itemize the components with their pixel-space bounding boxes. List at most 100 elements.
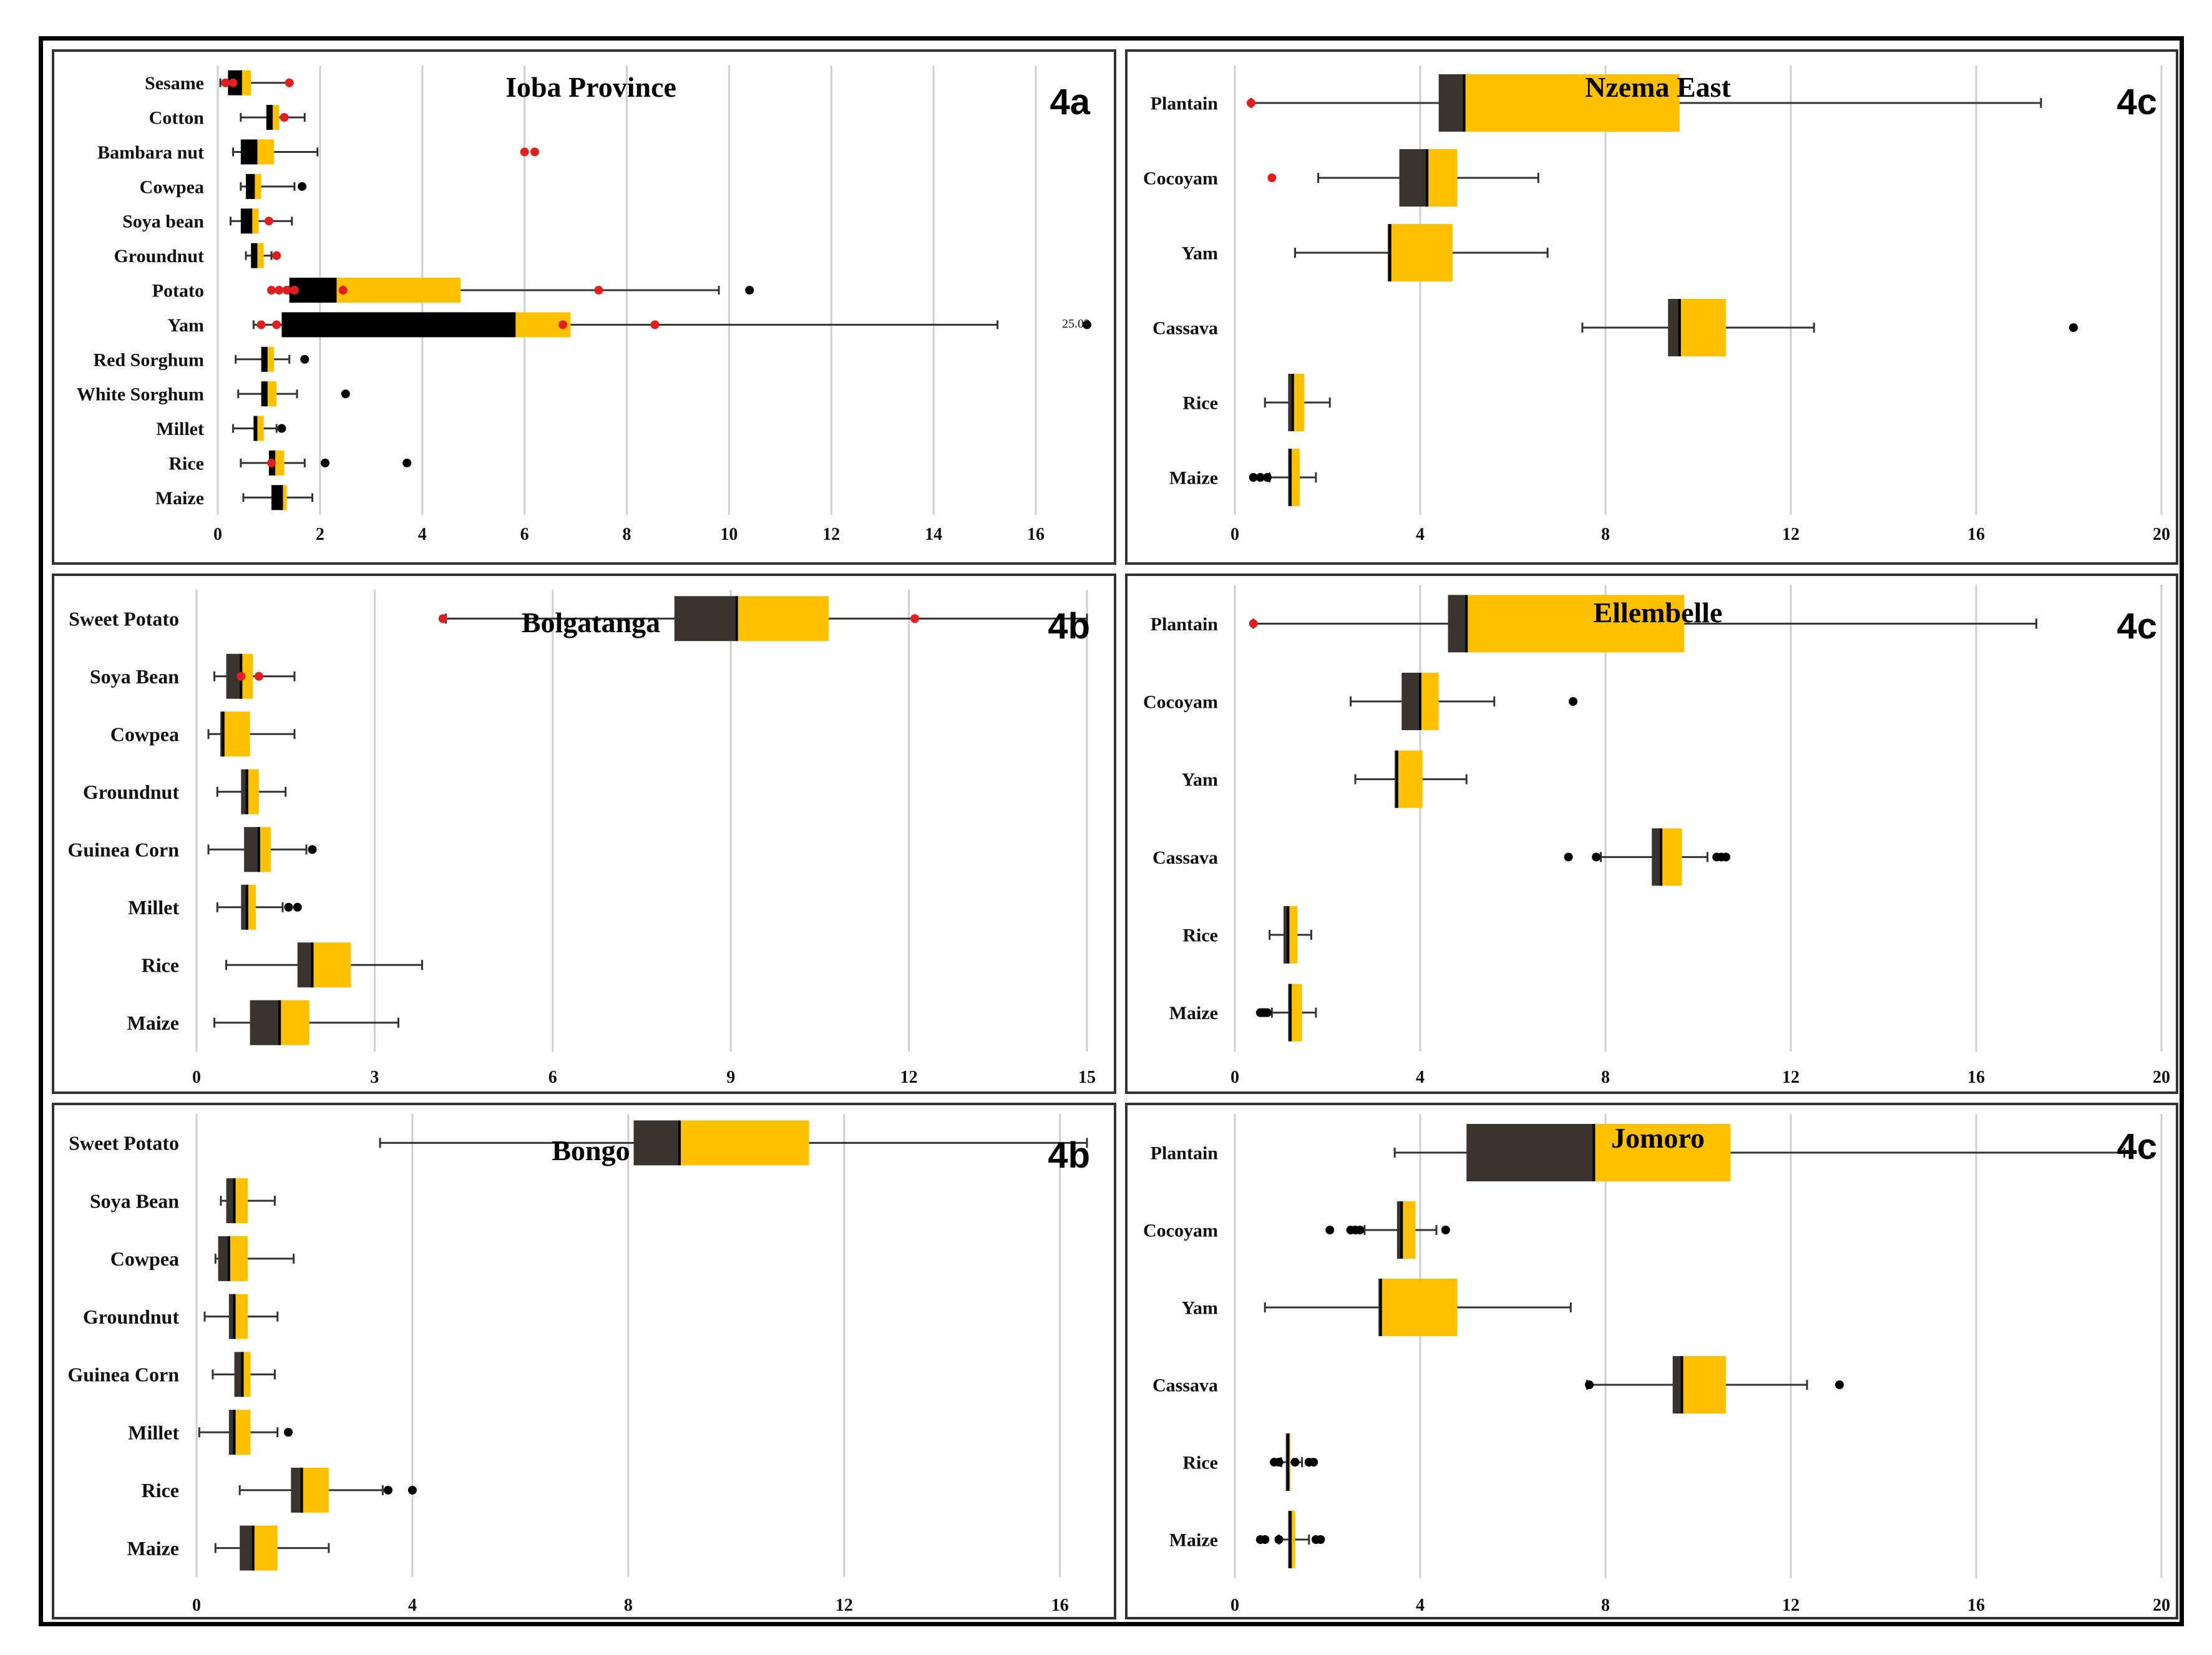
x-tick-label: 9 <box>726 1068 735 1087</box>
category-label: Cowpea <box>140 177 204 197</box>
panel-4b-bongo: 0 4 8 12 16 Sweet Potato Soya Bean Cowpea Ground… <box>52 1103 1116 1619</box>
x-tick-label: 14 <box>925 525 942 544</box>
panel-4b-bolgatanga: 0 3 6 9 12 15 Sweet Potato Soya Bean Cowpea Groun… <box>52 574 1116 1094</box>
outlier-cocoyam <box>1569 697 1578 706</box>
outlier-rice <box>1309 1458 1318 1467</box>
outlier-sweet-potato <box>438 614 447 623</box>
box-lower-cassava <box>1672 1356 1682 1413</box>
category-label: Yam <box>1182 769 1218 790</box>
box-lower-white-sorghum <box>261 381 266 407</box>
box-upper-soya-bean <box>241 653 253 699</box>
category-label: Cassava <box>1152 847 1218 868</box>
box-lower-guinea-corn <box>234 1352 243 1397</box>
x-tick-label: 0 <box>1230 1596 1239 1615</box>
x-tick-label: 0 <box>1230 1068 1239 1087</box>
box-lower-cocoyam <box>1396 1201 1402 1259</box>
outlier-cassava <box>2068 323 2078 332</box>
figure-frame: 0 2 4 6 8 10 12 14 16 Sesame Cotton Bambara nut Cowp… <box>39 36 2184 1626</box>
category-label: Plantain <box>1151 1143 1219 1164</box>
outlier-potato <box>275 286 284 295</box>
box-lower-rice <box>291 1467 302 1513</box>
outlier-plantain <box>1246 99 1255 107</box>
box-lower-rice <box>1288 374 1293 431</box>
box-upper-cowpea <box>228 1236 248 1281</box>
category-label: Yam <box>168 315 204 336</box>
outlier-rice <box>321 458 330 467</box>
panel-title: Ioba Province <box>505 71 676 103</box>
category-label: Potato <box>152 281 204 301</box>
box-lower-sweet-potato <box>674 596 737 642</box>
x-tick-label: 0 <box>192 1068 201 1087</box>
panel-label: 4c <box>2117 82 2157 122</box>
outlier-red-sorghum <box>300 354 309 364</box>
outlier-plantain <box>1249 619 1258 628</box>
outlier-cassava <box>1834 1380 1844 1389</box>
box-lower-soya-bean <box>240 208 251 234</box>
category-label: Maize <box>1169 468 1218 489</box>
outlier-cocoyam <box>1267 173 1277 182</box>
category-label: Sesame <box>145 73 204 94</box>
box-upper-millet <box>234 1410 251 1455</box>
outlier-cocoyam <box>1355 1226 1365 1234</box>
outlier-rice <box>267 458 276 467</box>
box-lower-soya-bean <box>226 653 241 699</box>
category-label: Cassava <box>1152 1375 1218 1396</box>
x-tick-label: 4 <box>1416 1596 1425 1615</box>
x-tick-label: 16 <box>1967 1068 1985 1087</box>
box-upper-yam <box>1396 750 1423 808</box>
category-label: Sweet Potato <box>69 1132 179 1155</box>
outlier-rice <box>407 1485 417 1495</box>
chart-svg: 0 4 8 12 16 20 Plantain Cocoyam Yam Cassava Rice Ma… <box>1143 1114 2170 1615</box>
x-tick-label: 4 <box>418 525 427 544</box>
outlier-sesame <box>221 78 230 87</box>
outlier-millet <box>284 1428 293 1437</box>
box-lower-bambara-nut <box>240 139 256 165</box>
outlier-sesame <box>285 78 294 87</box>
panel-label: 4b <box>1048 1135 1090 1176</box>
category-label: Cowpea <box>110 1247 179 1270</box>
box-upper-guinea-corn <box>242 1352 251 1397</box>
x-tick-label: 4 <box>408 1596 417 1615</box>
box-upper-bambara-nut <box>256 139 275 165</box>
outlier-soya-bean <box>236 671 246 681</box>
outlier-potato <box>290 286 299 295</box>
outlier-cocoyam <box>1325 1226 1335 1234</box>
category-label: Groundnut <box>114 246 204 266</box>
category-label: Yam <box>1182 243 1218 264</box>
box-lower-groundnut <box>228 1294 235 1339</box>
outlier-bambara-nut <box>530 147 540 157</box>
panel-title: Bongo <box>552 1135 630 1166</box>
outlier-millet <box>277 424 286 433</box>
outlier-cassava <box>1722 852 1731 862</box>
box-lower-cowpea <box>218 1236 229 1281</box>
category-label: Rice <box>1182 925 1218 946</box>
x-tick-label: 12 <box>836 1596 853 1615</box>
outlier-yam <box>1083 320 1091 330</box>
outlier-white-sorghum <box>341 389 350 399</box>
x-tick-label: 12 <box>1782 525 1800 544</box>
category-label: Cocoyam <box>1143 1221 1218 1241</box>
x-tick-label: 20 <box>2153 1596 2170 1615</box>
panel-title: Nzema East <box>1585 71 1731 103</box>
outlier-soya-bean <box>254 671 263 681</box>
category-label: Maize <box>155 488 204 509</box>
category-label: Soya bean <box>122 212 204 232</box>
box-upper-cassava <box>1679 299 1727 356</box>
box-lower-cassava <box>1652 828 1662 886</box>
box-upper-cowpea <box>223 711 250 757</box>
category-label: Guinea Corn <box>67 1364 179 1386</box>
box-upper-maize <box>1290 984 1302 1042</box>
x-tick-label: 10 <box>720 525 738 544</box>
outlier-potato <box>745 286 754 295</box>
x-tick-label: 0 <box>213 525 222 544</box>
box-upper-white-sorghum <box>266 381 277 407</box>
outlier-maize <box>1262 473 1272 482</box>
outlier-cassava <box>1564 852 1573 862</box>
box-upper-cocoyam <box>1401 1201 1416 1259</box>
category-label: Groundnut <box>83 781 180 803</box>
x-tick-label: 0 <box>192 1596 201 1615</box>
category-label: Red Sorghum <box>93 349 204 370</box>
category-label: Cotton <box>149 108 205 129</box>
x-tick-label: 6 <box>548 1068 557 1087</box>
box-lower-maize <box>271 485 282 510</box>
